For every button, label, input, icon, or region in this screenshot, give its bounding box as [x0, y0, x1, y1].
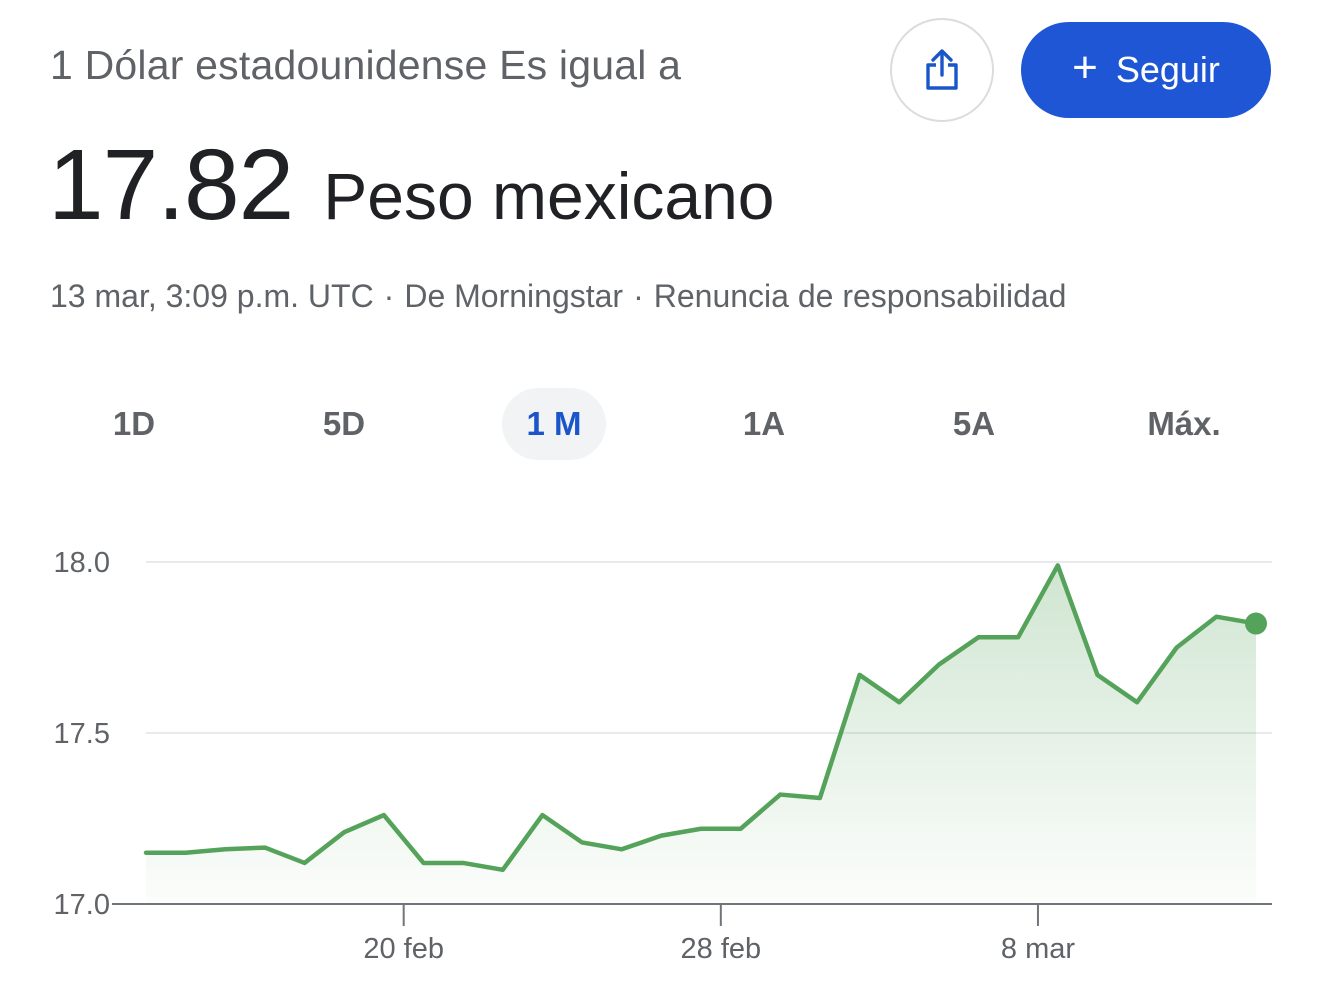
tab-1m[interactable]: 1 M: [502, 388, 606, 460]
tab-max[interactable]: Máx.: [1147, 405, 1221, 442]
y-tick-label: 18.0: [54, 547, 110, 579]
rate-currency: Peso mexicano: [323, 159, 775, 233]
exchange-rate: 17.82 Peso mexicano: [48, 128, 775, 243]
separator: ·: [383, 278, 395, 314]
disclaimer-link[interactable]: Renuncia de responsabilidad: [653, 278, 1067, 314]
exchange-rate-chart[interactable]: 18.0 17.5 17.0 20 feb 28 feb 8 mar: [0, 520, 1320, 986]
y-tick-label: 17.0: [54, 889, 110, 921]
series-line: [143, 563, 1259, 873]
timestamp: 13 mar, 3:09 p.m. UTC: [50, 278, 374, 314]
current-value-point: [1245, 612, 1267, 635]
follow-button-label: Seguir: [1115, 49, 1220, 90]
rate-value: 17.82: [48, 129, 294, 241]
x-tick-label: 20 feb: [363, 933, 444, 965]
page-title: 1 Dólar estadounidense Es igual a: [50, 42, 682, 88]
tab-5d[interactable]: 5D: [322, 405, 366, 442]
source-link[interactable]: De Morningstar: [404, 278, 624, 314]
tab-5a[interactable]: 5A: [952, 405, 996, 442]
share-icon: [926, 49, 958, 90]
rate-metadata: 13 mar, 3:09 p.m. UTC · De Morningstar · Ren…: [50, 278, 1066, 315]
share-button[interactable]: [890, 18, 994, 122]
tab-1a[interactable]: 1A: [742, 405, 786, 442]
chart-area-fill: [146, 565, 1256, 904]
time-range-tabs: 1D 5D 1 M 1A 5A Máx.: [30, 388, 1290, 460]
plus-icon: +: [1072, 43, 1098, 92]
separator: ·: [633, 278, 644, 314]
tab-1d[interactable]: 1D: [112, 405, 156, 442]
x-tick-label: 28 feb: [681, 933, 762, 965]
follow-button[interactable]: + Seguir: [1021, 22, 1271, 118]
y-tick-label: 17.5: [54, 718, 110, 750]
x-tick-label: 8 mar: [1001, 933, 1075, 965]
